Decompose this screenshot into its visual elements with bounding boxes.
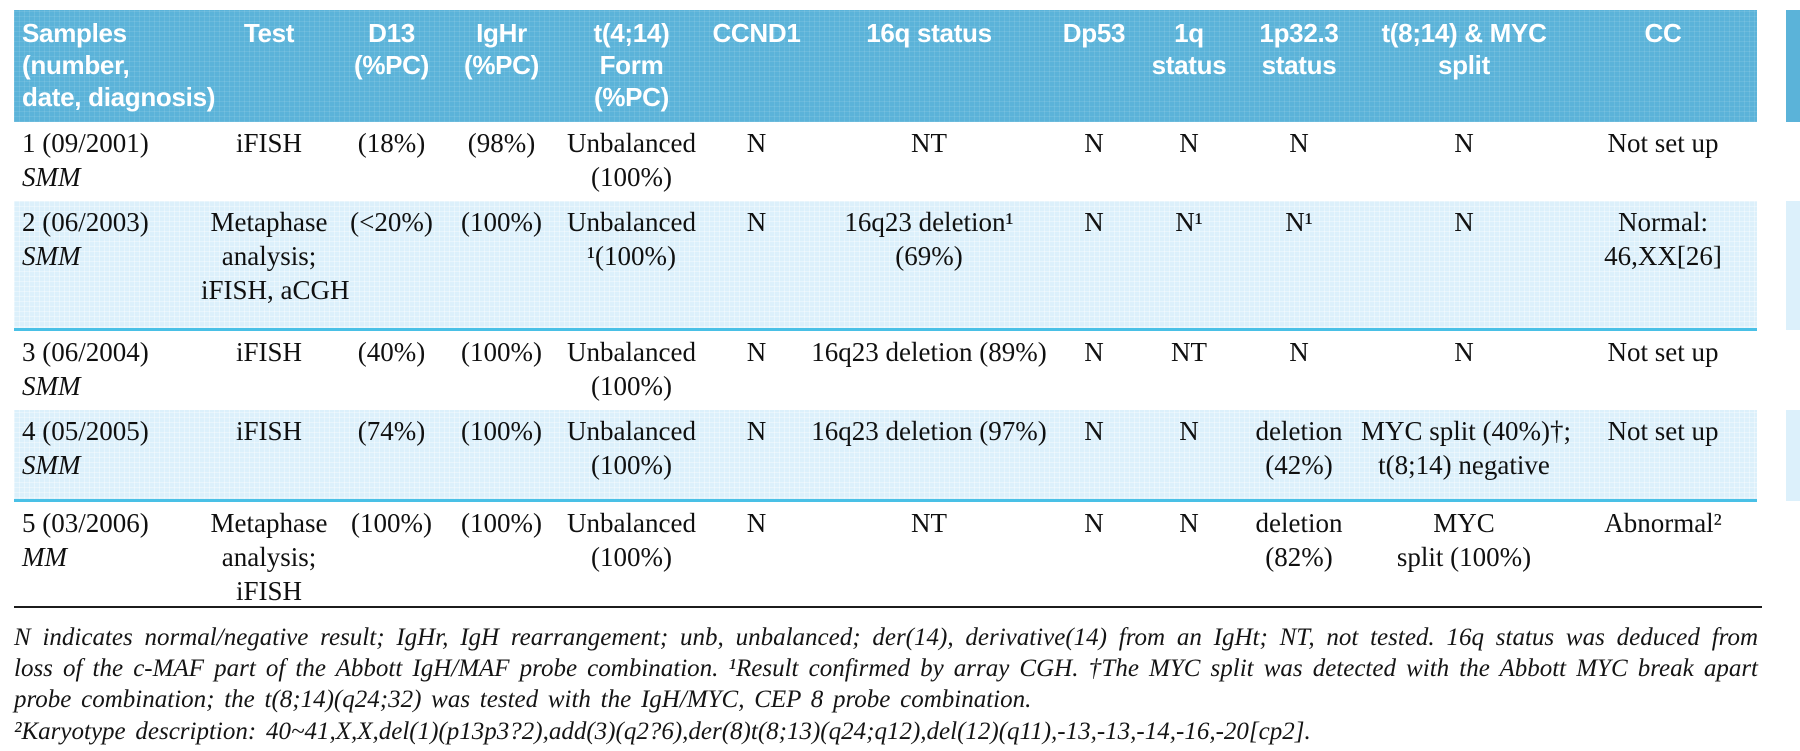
sample-cell: 4 (05/2005) SMM xyxy=(14,410,199,501)
table-cell: Unbalanced (100%) xyxy=(567,508,696,572)
table-cell: N xyxy=(1084,207,1104,237)
table-cell: 16q23 deletion¹ (69%) xyxy=(844,207,1014,271)
table-cell: N xyxy=(1084,128,1104,158)
table-cell: N xyxy=(746,416,767,446)
footnotes: N indicates normal/negative result; IgHr… xyxy=(14,622,1758,747)
table-cell: (100%) xyxy=(461,337,542,367)
page-edge-strip xyxy=(1786,10,1800,122)
table-cell: (98%) xyxy=(467,128,536,158)
table-row: 4 (05/2005) SMM iFISH (74%) (100%) Unbalanced… xyxy=(14,410,1757,501)
column-header: D13 (%PC) xyxy=(339,10,444,122)
table-row: 5 (03/2006) MM Metaphase analysis; iFISH (1… xyxy=(14,501,1757,616)
table-cell: N xyxy=(746,337,767,367)
table-cell: N xyxy=(1289,337,1309,367)
table-header: Samples (number, date, diagnosis) Test D13… xyxy=(14,10,1757,122)
table-cell: Not set up xyxy=(1607,128,1719,158)
table-cell: 16q23 deletion (97%) xyxy=(811,416,1047,446)
footnote-abbreviations: N indicates normal/negative result; IgHr… xyxy=(14,624,1758,713)
table-cell: Not set up xyxy=(1607,416,1719,446)
table-cell: NT xyxy=(1171,337,1207,367)
table-cell: (100%) xyxy=(461,207,542,237)
column-header: Dp53 xyxy=(1049,10,1139,122)
table-cell: MYC split (40%)†; t(8;14) negative xyxy=(1361,416,1572,480)
table-cell: (100%) xyxy=(461,416,542,446)
table-cell: NT xyxy=(911,508,947,538)
sample-diagnosis: SMM xyxy=(22,450,81,480)
table-cell: Abnormal² xyxy=(1604,508,1722,538)
header-row: Samples (number, date, diagnosis) Test D13… xyxy=(14,10,1757,122)
table-cell: (100%) xyxy=(461,508,542,538)
table-cell: Unbalanced (100%) xyxy=(567,128,696,192)
column-header: t(4;14) Form (%PC) xyxy=(559,10,704,122)
table-cell: Unbalanced (100%) xyxy=(567,416,696,480)
table-cell: N¹ xyxy=(1285,207,1313,237)
table-cell: iFISH xyxy=(235,416,303,446)
results-table: Samples (number, date, diagnosis) Test D13… xyxy=(14,10,1757,615)
table-cell: iFISH xyxy=(235,337,303,367)
table-cell: Unbalanced ¹(100%) xyxy=(567,207,696,271)
footnote-karyotype: ²Karyotype description: 40~41,X,X,del(1)… xyxy=(14,718,1311,745)
table-cell: N xyxy=(1084,508,1104,538)
sample-diagnosis: SMM xyxy=(22,241,81,271)
table-cell: N xyxy=(1179,508,1199,538)
table-cell: Metaphase analysis; iFISH xyxy=(210,508,328,606)
sample-cell: 3 (06/2004) SMM xyxy=(14,330,199,411)
footnote-divider xyxy=(14,606,1762,608)
table-cell: deletion (82%) xyxy=(1255,508,1343,572)
table-row: 1 (09/2001) SMM iFISH (18%) (98%) Unbalanced … xyxy=(14,122,1757,201)
table-cell: N xyxy=(1084,337,1104,367)
table-cell: Metaphase analysis; iFISH, aCGH xyxy=(201,207,350,305)
sample-id: 2 (06/2003) xyxy=(22,207,149,237)
sample-diagnosis: MM xyxy=(22,542,67,572)
table-cell: Normal: 46,XX[26] xyxy=(1604,207,1722,271)
table-cell: N¹ xyxy=(1175,207,1203,237)
sample-diagnosis: SMM xyxy=(22,371,81,401)
column-header: 1p32.3 status xyxy=(1239,10,1359,122)
table-cell: NT xyxy=(911,128,947,158)
page-edge-strip xyxy=(1786,201,1800,330)
table-body: 1 (09/2001) SMM iFISH (18%) (98%) Unbalanced … xyxy=(14,122,1757,615)
table-cell: N xyxy=(1179,416,1199,446)
table-cell: N xyxy=(746,508,767,538)
column-header: Samples (number, date, diagnosis) xyxy=(14,10,215,122)
column-header: Test xyxy=(199,10,339,122)
table-row: 2 (06/2003) SMM Metaphase analysis; iFISH,… xyxy=(14,201,1757,330)
table-cell: (18%) xyxy=(357,128,426,158)
table-cell: N xyxy=(746,207,767,237)
sample-id: 1 (09/2001) xyxy=(22,128,149,158)
table-cell: MYC split (100%) xyxy=(1396,508,1532,572)
table-cell: N xyxy=(1179,128,1199,158)
table-cell: deletion (42%) xyxy=(1255,416,1343,480)
table-cell: (<20%) xyxy=(350,207,433,237)
column-header: CCND1 xyxy=(704,10,809,122)
table-cell: Not set up xyxy=(1607,337,1719,367)
table-cell: N xyxy=(746,128,767,158)
table-cell: N xyxy=(1454,128,1474,158)
table-cell: iFISH xyxy=(235,128,303,158)
column-header: 16q status xyxy=(809,10,1049,122)
column-header: CC xyxy=(1569,10,1757,122)
sample-cell: 5 (03/2006) MM xyxy=(14,501,199,616)
sample-diagnosis: SMM xyxy=(22,162,81,192)
column-header: t(8;14) & MYC split xyxy=(1359,10,1569,122)
sample-id: 4 (05/2005) xyxy=(22,416,149,446)
column-header: IgHr (%PC) xyxy=(444,10,559,122)
table-cell: (74%) xyxy=(357,416,426,446)
table-cell: N xyxy=(1454,207,1474,237)
table-row: 3 (06/2004) SMM iFISH (40%) (100%) Unbalanced… xyxy=(14,330,1757,411)
table-cell: 16q23 deletion (89%) xyxy=(811,337,1047,367)
table-cell: Unbalanced (100%) xyxy=(567,337,696,401)
table-cell: N xyxy=(1454,337,1474,367)
column-header: 1q status xyxy=(1139,10,1239,122)
sample-cell: 1 (09/2001) SMM xyxy=(14,122,199,201)
sample-cell: 2 (06/2003) SMM xyxy=(14,201,199,330)
sample-id: 3 (06/2004) xyxy=(22,337,149,367)
table-cell: (40%) xyxy=(357,337,426,367)
table-cell: N xyxy=(1289,128,1309,158)
table-cell: N xyxy=(1084,416,1104,446)
sample-id: 5 (03/2006) xyxy=(22,508,149,538)
table-cell: (100%) xyxy=(351,508,432,538)
page-edge-strip xyxy=(1786,410,1800,501)
